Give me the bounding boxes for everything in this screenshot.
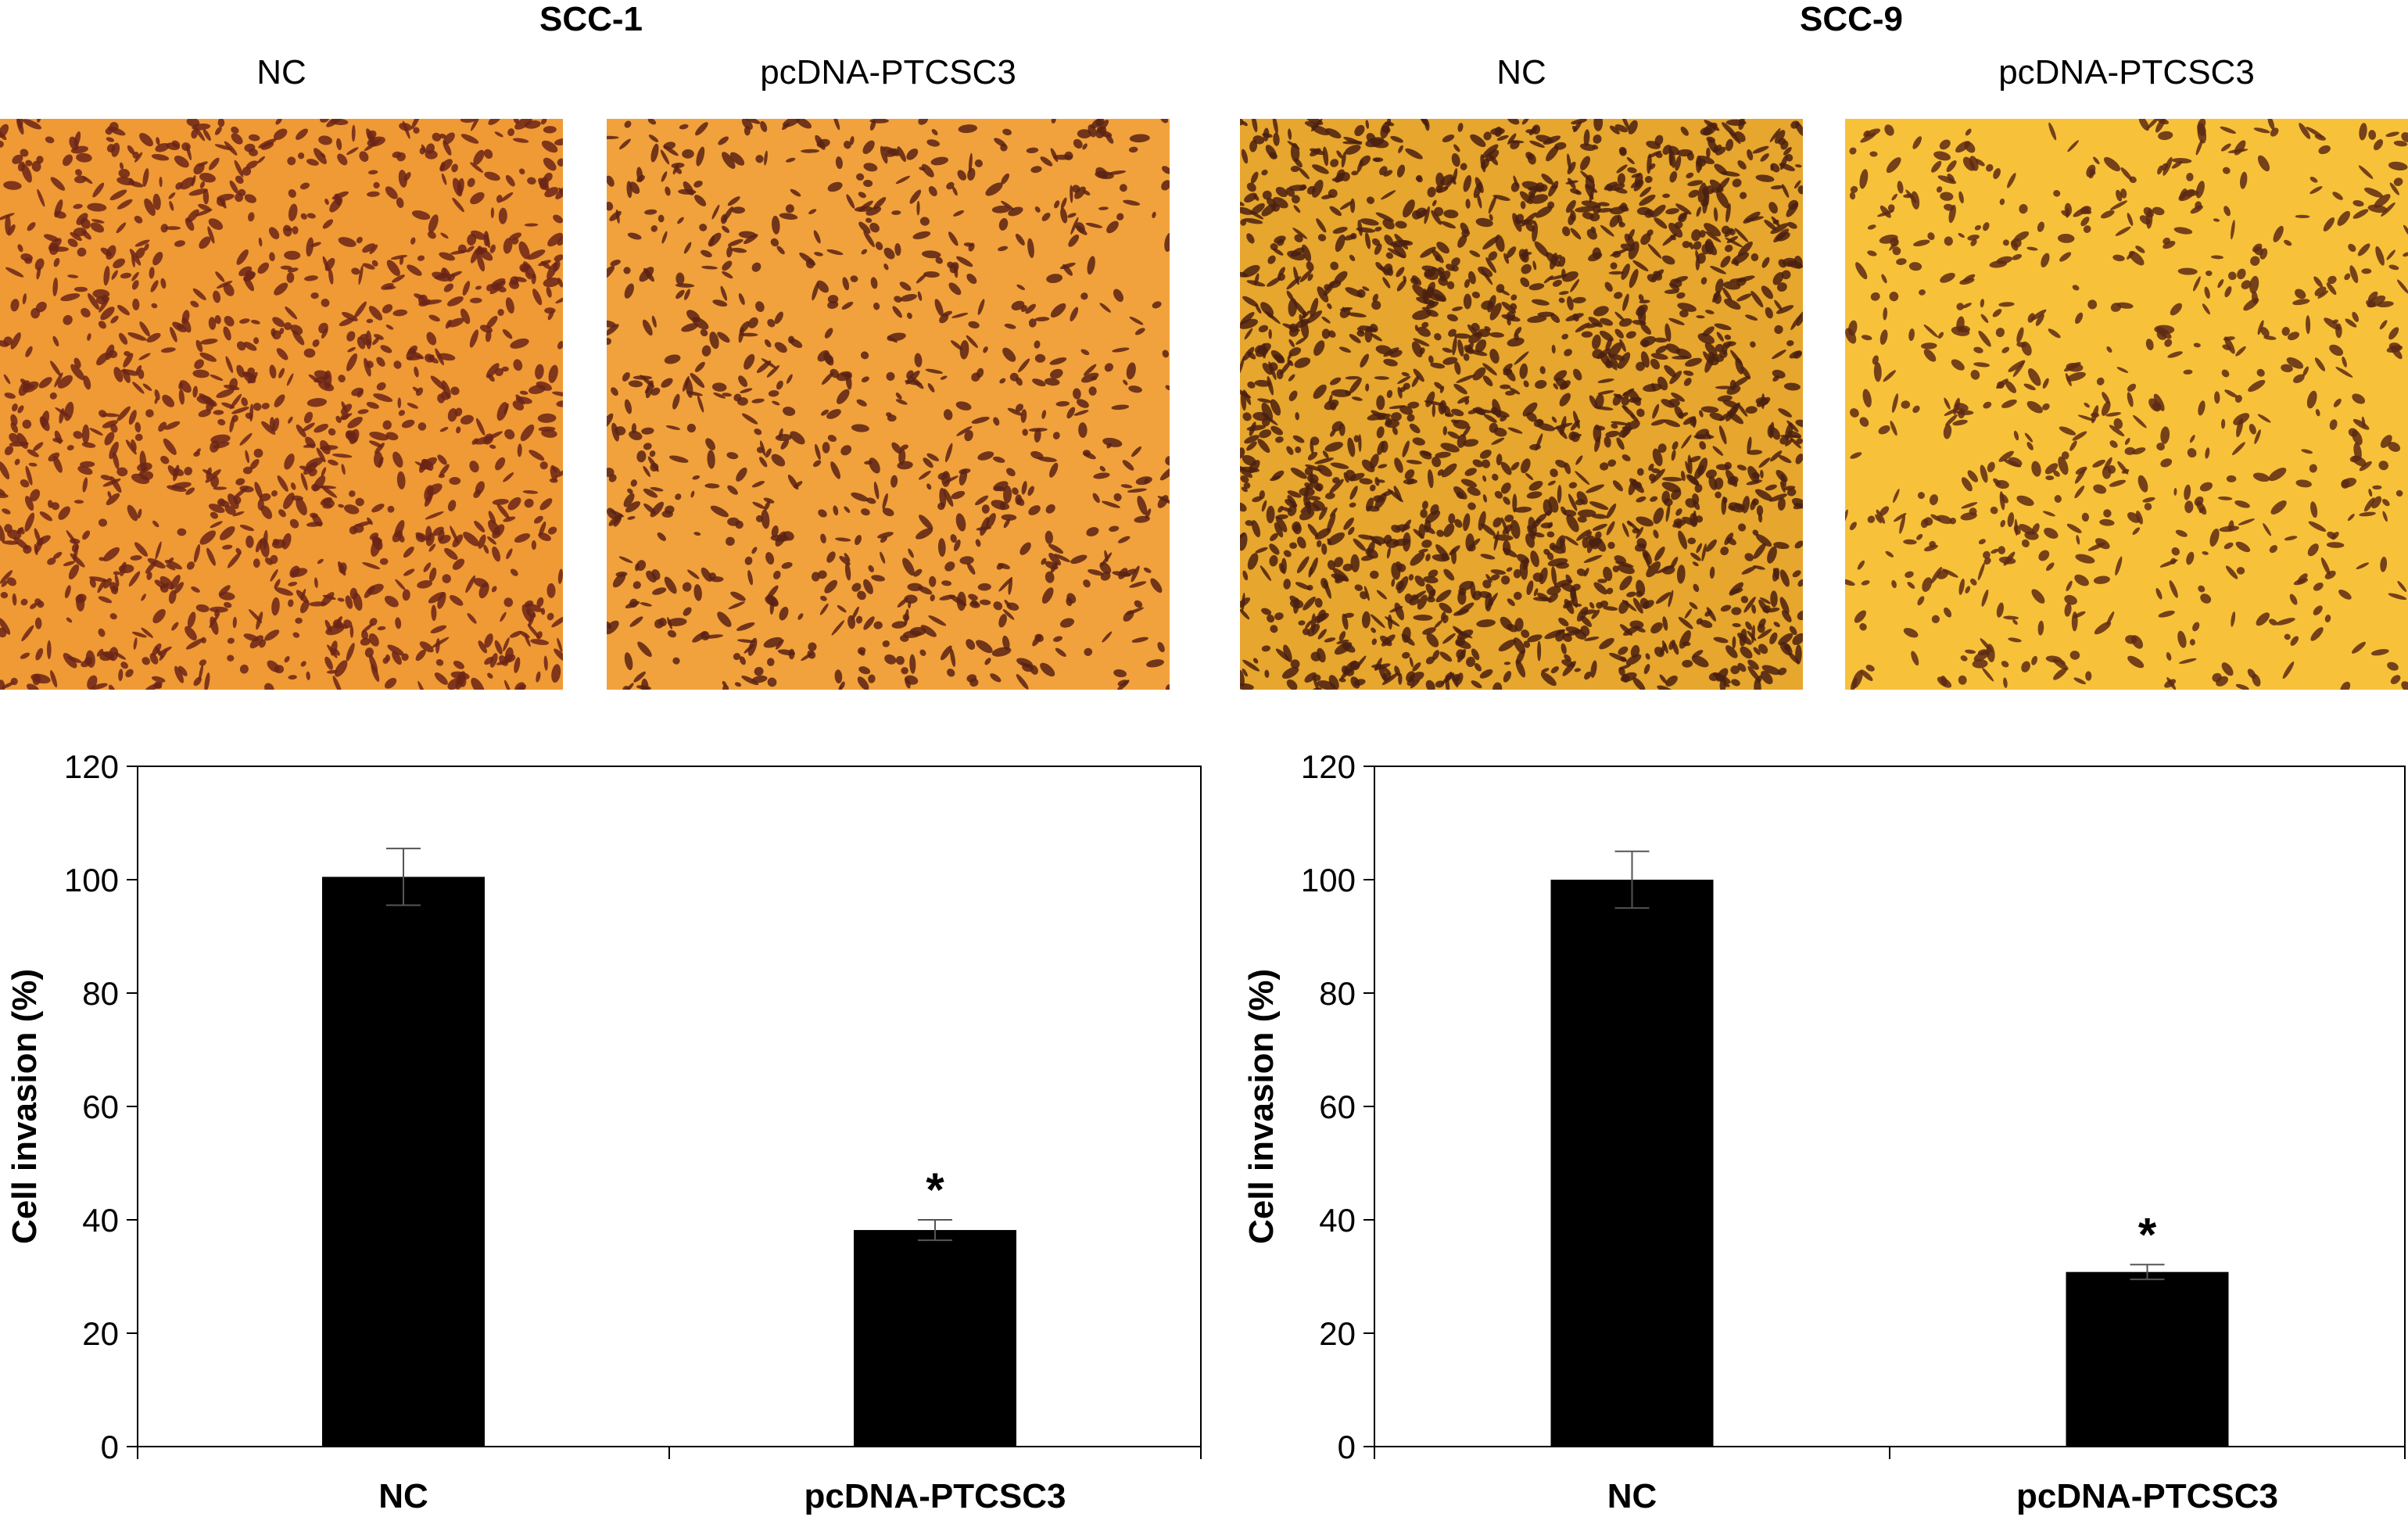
y-tick-label: 0 bbox=[1338, 1429, 1356, 1465]
category-label: pcDNA-PTCSC3 bbox=[804, 1477, 1066, 1515]
plot-frame bbox=[137, 766, 1202, 1447]
y-tick-label: 100 bbox=[64, 862, 119, 898]
image-label-scc1-nc: NC bbox=[256, 53, 306, 91]
bar-1 bbox=[854, 1230, 1016, 1447]
significance-marker: * bbox=[2138, 1208, 2157, 1260]
image-label-scc1-pcdna: pcDNA-PTCSC3 bbox=[760, 53, 1016, 91]
micrograph-scc1-nc bbox=[0, 119, 563, 690]
category-label: pcDNA-PTCSC3 bbox=[2016, 1477, 2278, 1515]
cell-texture bbox=[607, 119, 1170, 690]
y-tick-label: 120 bbox=[64, 748, 119, 785]
image-label-scc9-nc: NC bbox=[1496, 53, 1546, 91]
bar-chart-scc9: 0 20 40 60 80 100 120 Cell invasion (%) NC * pcDNA… bbox=[1235, 735, 2408, 1520]
y-tick-label: 20 bbox=[1319, 1315, 1356, 1352]
bar-chart-scc1: 0 20 40 60 80 100 120 Cell invasion (%) NC * pcDNA… bbox=[0, 735, 1204, 1520]
panel-title-scc1: SCC-1 bbox=[539, 0, 643, 38]
y-tick-label: 40 bbox=[1319, 1202, 1356, 1239]
image-label-scc9-pcdna: pcDNA-PTCSC3 bbox=[1998, 53, 2255, 91]
y-tick-label: 100 bbox=[1301, 862, 1356, 898]
y-tick-label: 60 bbox=[82, 1088, 119, 1125]
y-axis-label: Cell invasion (%) bbox=[5, 969, 44, 1244]
bar-0 bbox=[1550, 880, 1714, 1447]
bar-1 bbox=[2066, 1271, 2229, 1447]
y-tick-label: 40 bbox=[82, 1202, 119, 1239]
panel-title-scc9: SCC-9 bbox=[1799, 0, 1904, 38]
y-axis-label: Cell invasion (%) bbox=[1242, 969, 1281, 1244]
category-label: NC bbox=[1607, 1477, 1657, 1515]
y-tick-label: 120 bbox=[1301, 748, 1356, 785]
y-tick-label: 20 bbox=[82, 1315, 119, 1352]
cell-texture bbox=[1845, 119, 2408, 690]
significance-marker: * bbox=[926, 1164, 944, 1216]
cell-texture bbox=[1240, 119, 1803, 690]
micrograph-scc9-pcdna bbox=[1845, 119, 2408, 690]
y-tick-label: 80 bbox=[1319, 975, 1356, 1012]
plot-frame bbox=[1374, 766, 2406, 1447]
cell-texture bbox=[0, 119, 563, 690]
bar-0 bbox=[322, 877, 485, 1447]
y-tick-label: 60 bbox=[1319, 1088, 1356, 1125]
y-tick-label: 0 bbox=[101, 1429, 119, 1465]
micrograph-scc1-pcdna bbox=[607, 119, 1170, 690]
micrograph-scc9-nc bbox=[1240, 119, 1803, 690]
category-label: NC bbox=[378, 1477, 428, 1515]
y-tick-label: 80 bbox=[82, 975, 119, 1012]
